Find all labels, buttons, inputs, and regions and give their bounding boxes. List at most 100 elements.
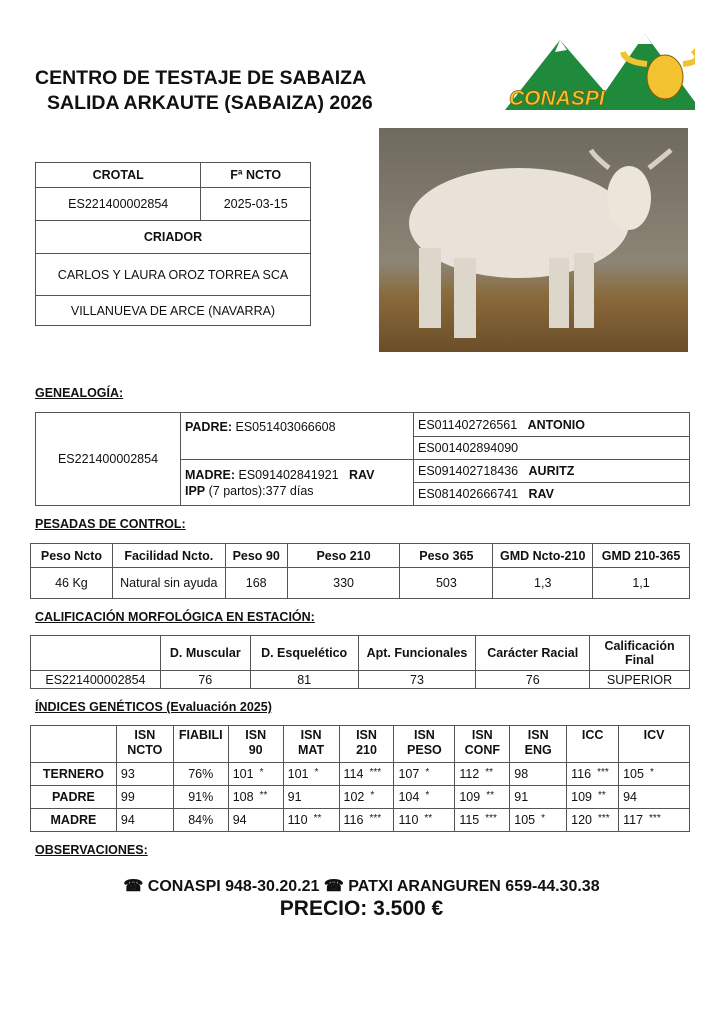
table-cell: 109 ** — [566, 785, 620, 809]
index-value: 116 — [571, 767, 592, 781]
table-cell — [30, 725, 117, 763]
table-cell: Peso 365 — [399, 543, 494, 568]
index-value: 105 — [623, 767, 644, 781]
table-cell: PADRE — [30, 785, 117, 809]
table-cell: ISN NCTO — [115, 725, 174, 763]
table-cell: 98 — [509, 762, 568, 786]
table-cell: ICV — [618, 725, 690, 763]
table-cell: 503 — [399, 567, 494, 599]
index-value: 115 — [459, 813, 480, 827]
table-cell: 104 * — [393, 785, 456, 809]
table-cell: 114 *** — [338, 762, 395, 786]
table-cell: FIABILI — [172, 725, 229, 763]
table-cell: 110 ** — [282, 808, 340, 832]
table-cell: 110 ** — [393, 808, 456, 832]
table-cell: 91 — [509, 785, 568, 809]
table-cell: 46 Kg — [30, 567, 113, 599]
index-value: 110 — [287, 813, 308, 827]
table-cell: Facilidad Ncto. — [111, 543, 226, 568]
table-cell: TERNERO — [30, 762, 117, 786]
rating-stars: ** — [424, 813, 433, 824]
index-value: 114 — [343, 767, 364, 781]
table-cell: ISN MAT — [282, 725, 340, 763]
index-value: 109 — [459, 790, 481, 804]
table-cell: Peso 90 — [224, 543, 288, 568]
table-cell: 76% — [172, 762, 229, 786]
index-value: 101 — [287, 767, 309, 781]
index-value: 101 — [232, 767, 254, 781]
rating-stars: * — [649, 767, 654, 778]
rating-stars: ** — [485, 767, 494, 778]
rating-stars: *** — [598, 813, 610, 824]
table-cell: Peso Ncto — [30, 543, 113, 568]
table-cell: 76 — [475, 670, 591, 689]
table-cell: 81 — [249, 670, 359, 689]
bull-photo — [379, 128, 688, 352]
index-value: 99 — [120, 790, 135, 804]
index-value: 112 — [459, 767, 480, 781]
table-cell: 101 * — [282, 762, 340, 786]
index-value: 94 — [623, 790, 637, 804]
index-value: 98 — [514, 767, 529, 781]
table-cell: Peso 210 — [286, 543, 401, 568]
rating-stars: * — [541, 813, 546, 824]
page-title: CENTRO DE TESTAJE DE SABAIZA SALIDA ARKA… — [35, 67, 373, 114]
table-cell: 116 *** — [566, 762, 620, 786]
table-cell: D. Esquelético — [249, 635, 359, 671]
table-cell: MADRE — [30, 808, 117, 832]
table-cell: 168 — [224, 567, 288, 599]
table-cell: 102 * — [338, 785, 395, 809]
index-value: 110 — [398, 813, 419, 827]
genetic-index-table: ISN NCTO FIABILI ISN 90 ISN MAT ISN 210 ISN P… — [30, 725, 690, 832]
table-cell: 94 — [227, 808, 284, 832]
table-cell: 105 * — [509, 808, 568, 832]
table-cell: 101 * — [227, 762, 284, 786]
table-cell: 93 — [115, 762, 174, 786]
index-value: 91 — [287, 790, 302, 804]
index-value: 84% — [188, 813, 214, 827]
table-cell: ES221400002854 — [30, 670, 161, 689]
rating-stars: * — [425, 767, 430, 778]
table-cell: 330 — [286, 567, 401, 599]
table-cell: ISN PESO — [393, 725, 456, 763]
rating-stars: *** — [369, 767, 382, 778]
table-cell: 112 ** — [454, 762, 511, 786]
genealogy-table: ES221400002854 PADRE: ES051403066608 ES0… — [35, 412, 690, 506]
rating-stars: *** — [649, 813, 661, 824]
table-row: MADRE 94 84% 94 110 ** 116 *** 110 ** 115 *** 105 * 12… — [30, 808, 690, 832]
table-cell: 115 *** — [454, 808, 511, 832]
table-cell: ISN ENG — [509, 725, 568, 763]
contact-line: ☎ CONASPI 948-30.20.21 ☎ PATXI ARANGUREN… — [123, 878, 600, 895]
table-cell: D. Muscular — [159, 635, 251, 671]
weights-table: Peso Ncto Facilidad Ncto. Peso 90 Peso 210 P… — [30, 543, 690, 599]
table-cell: 91% — [172, 785, 229, 809]
table-cell: 76 — [159, 670, 251, 689]
index-value: 94 — [232, 813, 247, 827]
rating-stars: ** — [486, 790, 494, 801]
info-table: CROTAL Fª NCTO ES221400002854 2025-03-15 C… — [34, 162, 311, 326]
rating-stars: ** — [259, 790, 268, 801]
table-cell: 94 — [115, 808, 174, 832]
table-cell: ISN 90 — [227, 725, 284, 763]
rating-stars: * — [259, 767, 264, 778]
conaspi-logo: CONASPI — [505, 34, 695, 110]
morphology-table: D. Muscular D. Esquelético Apt. Funcionale… — [30, 635, 690, 689]
rating-stars: *** — [369, 813, 382, 824]
table-cell: 107 * — [393, 762, 456, 786]
rating-stars: * — [425, 790, 430, 801]
table-cell: 108 ** — [227, 785, 284, 809]
index-value: 91 — [514, 790, 529, 804]
table-cell: GMD 210-365 — [592, 543, 690, 568]
index-value: 108 — [232, 790, 254, 804]
index-value: 105 — [514, 813, 536, 827]
index-value: 104 — [398, 790, 420, 804]
rating-stars: * — [370, 790, 375, 801]
index-value: 76% — [188, 767, 214, 781]
rating-stars: *** — [597, 767, 609, 778]
index-value: 116 — [343, 813, 364, 827]
price: PRECIO: 3.500 € — [279, 897, 444, 920]
table-cell: 91 — [282, 785, 340, 809]
index-value: 94 — [120, 813, 135, 827]
table-cell — [30, 635, 161, 671]
table-cell: 120 *** — [566, 808, 620, 832]
